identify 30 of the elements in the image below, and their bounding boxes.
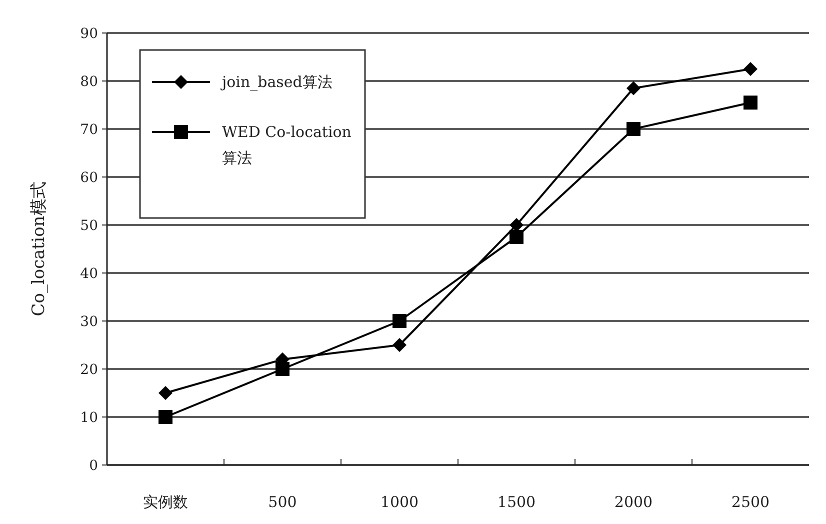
point [510, 230, 524, 244]
point [510, 218, 524, 232]
point [744, 96, 758, 110]
x-tick-label: 实例数 [143, 493, 188, 511]
x-tick-label: 1000 [380, 493, 419, 511]
point [158, 410, 172, 424]
y-tick-label: 10 [80, 410, 98, 426]
y-tick-label: 90 [80, 26, 98, 42]
legend-label: WED Co-location 算法 [222, 123, 352, 167]
legend-label: join_based算法 [220, 73, 332, 91]
point [626, 81, 640, 96]
point [392, 314, 406, 328]
point [158, 386, 172, 400]
point [276, 362, 290, 376]
point [626, 122, 640, 136]
x-tick-label: 1500 [497, 493, 536, 511]
x-tick-label: 2000 [614, 493, 653, 511]
y-tick-label: 0 [89, 458, 98, 474]
x-tick-label: 500 [268, 493, 297, 511]
point [392, 338, 406, 352]
y-tick-label: 30 [80, 314, 98, 330]
y-axis-title: Co_location模式 [29, 182, 49, 316]
y-tick-label: 40 [80, 266, 98, 282]
y-tick-label: 20 [80, 362, 98, 378]
y-tick-label: 60 [80, 170, 98, 186]
x-tick-label: 2500 [731, 493, 770, 511]
y-tick-label: 50 [80, 218, 98, 234]
y-tick-label: 70 [80, 122, 98, 138]
y-tick-label: 80 [80, 74, 98, 90]
point [744, 62, 758, 76]
